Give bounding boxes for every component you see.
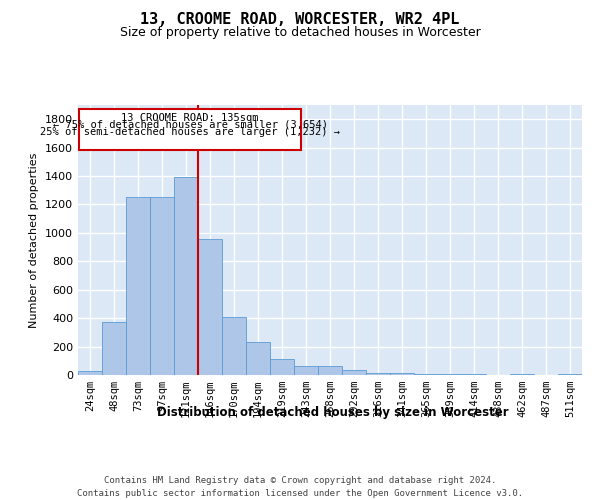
Bar <box>414 374 438 375</box>
Bar <box>102 322 126 375</box>
Bar <box>78 370 102 375</box>
Bar <box>270 358 294 375</box>
Bar <box>174 178 198 375</box>
Y-axis label: Number of detached properties: Number of detached properties <box>29 152 40 328</box>
Bar <box>318 366 342 375</box>
Text: 13 CROOME ROAD: 135sqm: 13 CROOME ROAD: 135sqm <box>121 112 259 122</box>
Bar <box>294 366 318 375</box>
Text: ← 75% of detached houses are smaller (3,654): ← 75% of detached houses are smaller (3,… <box>53 120 328 130</box>
Bar <box>198 238 222 375</box>
Text: Contains HM Land Registry data © Crown copyright and database right 2024.
Contai: Contains HM Land Registry data © Crown c… <box>77 476 523 498</box>
Bar <box>150 198 174 375</box>
Text: 25% of semi-detached houses are larger (1,232) →: 25% of semi-detached houses are larger (… <box>40 126 340 136</box>
FancyBboxPatch shape <box>79 108 301 150</box>
Bar <box>510 374 534 375</box>
Bar <box>342 370 366 375</box>
Bar <box>558 374 582 375</box>
Text: Size of property relative to detached houses in Worcester: Size of property relative to detached ho… <box>119 26 481 39</box>
Bar <box>222 316 246 375</box>
Bar <box>438 374 462 375</box>
Bar <box>390 373 414 375</box>
Text: Distribution of detached houses by size in Worcester: Distribution of detached houses by size … <box>157 406 509 419</box>
Bar <box>126 198 150 375</box>
Bar <box>246 342 270 375</box>
Bar <box>366 373 390 375</box>
Bar <box>462 374 486 375</box>
Text: 13, CROOME ROAD, WORCESTER, WR2 4PL: 13, CROOME ROAD, WORCESTER, WR2 4PL <box>140 12 460 28</box>
